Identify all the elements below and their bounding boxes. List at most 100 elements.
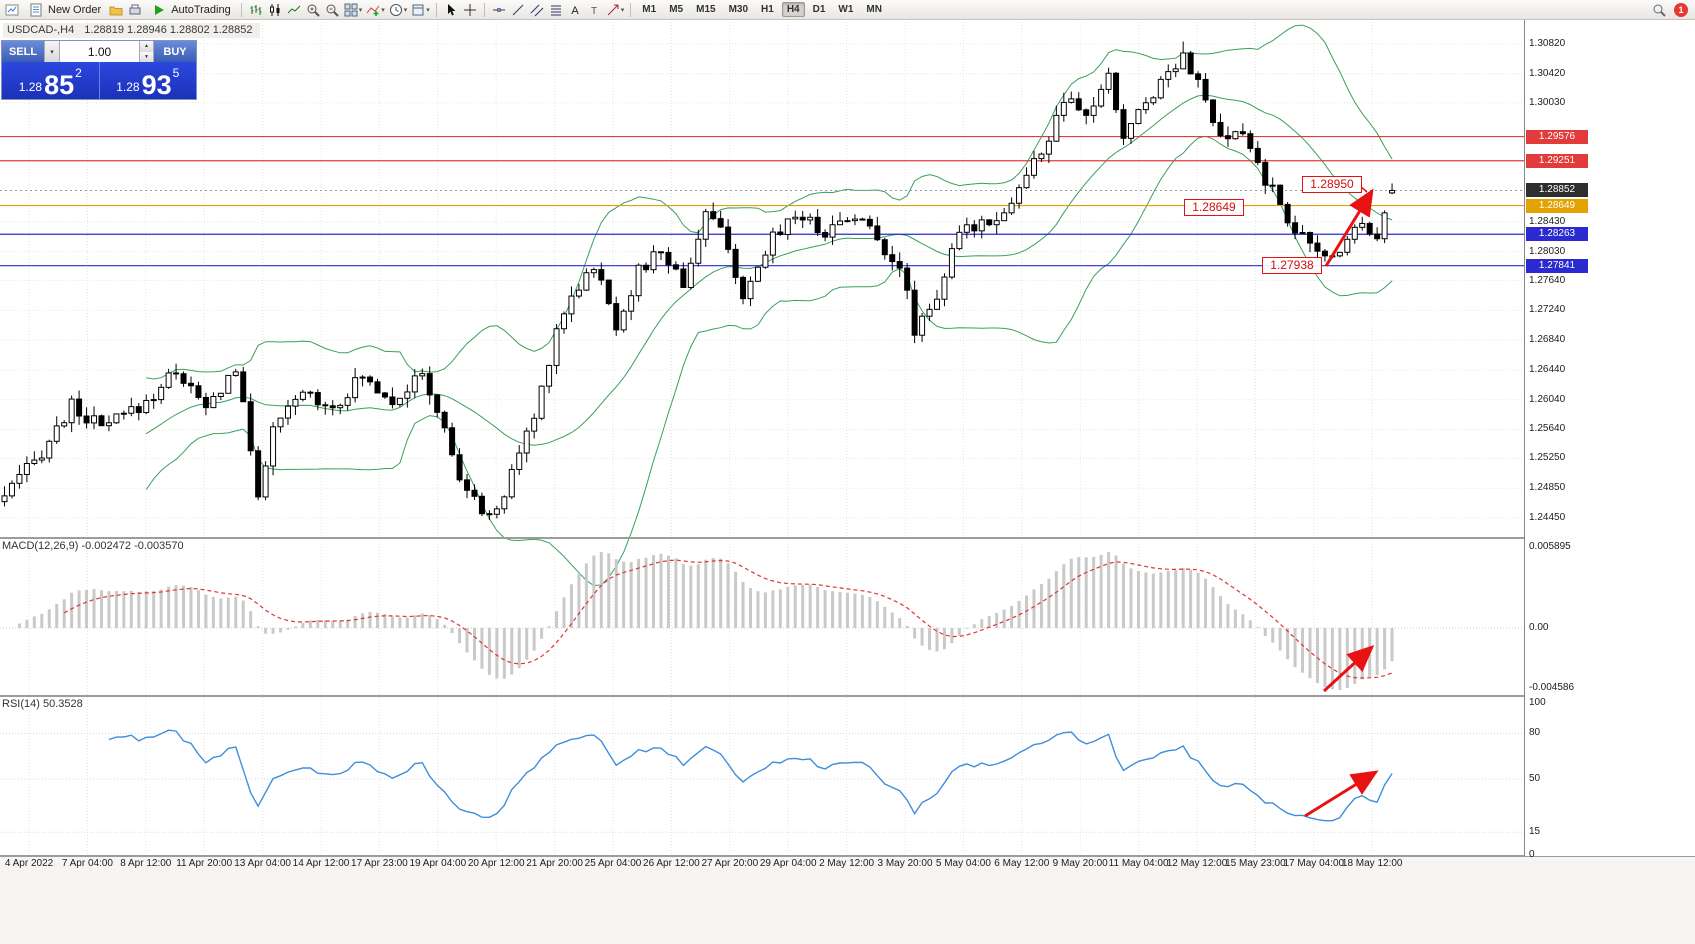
timeframe-mn[interactable]: MN	[866, 4, 882, 15]
templates-dropdown[interactable]: ▾	[426, 6, 430, 14]
indicators-icon[interactable]	[364, 2, 382, 18]
profiles-icon[interactable]	[107, 2, 125, 18]
price-axis-label: 1.28030	[1529, 245, 1566, 257]
time-axis-label: 9 May 20:00	[1052, 858, 1108, 869]
rsi-axis-label: 80	[1529, 727, 1541, 739]
price-axis-label: 1.30820	[1529, 37, 1566, 49]
time-axis-label: 27 Apr 20:00	[701, 858, 759, 869]
chart-title: USDCAD-,H4 1.28819 1.28946 1.28802 1.288…	[3, 23, 261, 38]
rsi-axis-label: 50	[1529, 773, 1541, 784]
time-axis-label: 6 May 12:00	[994, 858, 1050, 869]
buy-price-display[interactable]: 1.28 93 5	[100, 62, 197, 99]
periods-icon[interactable]	[387, 2, 405, 18]
new-order-button[interactable]: New Order	[22, 1, 106, 19]
panel-separator[interactable]	[0, 855, 1695, 857]
price-axis-label: 1.26440	[1529, 363, 1566, 375]
horizontal-line-icon[interactable]	[490, 2, 508, 18]
timeframe-w1[interactable]: W1	[838, 4, 854, 15]
time-axis-label: 17 May 04:00	[1283, 858, 1345, 869]
time-axis-label: 7 Apr 04:00	[61, 858, 113, 869]
timeframe-m1[interactable]: M1	[642, 4, 657, 15]
rsi-axis-label: 15	[1529, 826, 1541, 838]
autotrading-play-icon	[150, 2, 168, 18]
symbol-period-label: USDCAD-,H4	[7, 24, 75, 36]
cursor-icon[interactable]	[442, 2, 460, 18]
price-axis-label: 1.25250	[1529, 452, 1566, 464]
volume-input[interactable]: 1.00	[60, 41, 139, 62]
sell-price-display[interactable]: 1.28 85 2	[2, 62, 100, 99]
fibonacci-icon[interactable]	[547, 2, 565, 18]
indicators-dropdown[interactable]: ▾	[381, 6, 385, 14]
data-window-icon[interactable]	[126, 2, 144, 18]
panel-separator[interactable]	[0, 695, 1695, 697]
time-axis-label: 13 Apr 04:00	[234, 858, 291, 869]
macd-axis-label: -0.004586	[1529, 682, 1575, 693]
panel-separator[interactable]	[0, 537, 1695, 539]
candlestick-chart-icon[interactable]	[266, 2, 284, 18]
volume-up-icon[interactable]: ▲	[140, 41, 153, 52]
timeframe-m15[interactable]: M15	[696, 4, 716, 15]
buy-price-prefix: 1.28	[116, 80, 140, 94]
annotation-price-127938[interactable]: 1.27938	[1262, 257, 1322, 274]
bar-chart-icon[interactable]	[247, 2, 265, 18]
crosshair-icon[interactable]	[461, 2, 479, 18]
toolbar-separator	[483, 2, 485, 17]
text-tool-icon[interactable]: A	[566, 2, 584, 18]
autotrading-button[interactable]: AutoTrading	[145, 1, 236, 19]
toolbar-separator	[240, 2, 242, 17]
search-icon[interactable]	[1650, 2, 1668, 18]
price-axis-label: 1.24450	[1529, 512, 1566, 524]
one-click-trading-panel: SELL ▾ 1.00 ▲ ▼ BUY 1.28 85 2 1.28 93 5	[1, 40, 197, 100]
tile-windows-icon[interactable]	[342, 2, 360, 18]
line-chart-icon[interactable]	[285, 2, 303, 18]
price-axis-badge: 1.28649	[1526, 198, 1588, 213]
arrows-tool-icon[interactable]	[604, 2, 622, 18]
time-axis-label: 26 Apr 12:00	[643, 858, 700, 869]
timeframe-h4[interactable]: H4	[781, 2, 805, 17]
buy-price-big: 93	[141, 69, 172, 100]
templates-icon[interactable]	[409, 2, 427, 18]
time-axis-label: 11 May 04:00	[1108, 858, 1169, 869]
equidistant-channel-icon[interactable]	[528, 2, 546, 18]
svg-text:A: A	[571, 5, 579, 17]
price-axis-label: 1.30030	[1529, 96, 1566, 108]
time-axis-label: 14 Apr 12:00	[292, 858, 350, 869]
price-axis-badge: 1.27841	[1526, 258, 1588, 273]
tile-windows-dropdown[interactable]: ▾	[358, 6, 363, 14]
timeframe-d1[interactable]: D1	[812, 4, 826, 15]
timeframe-m5[interactable]: M5	[669, 4, 684, 15]
sell-button[interactable]: SELL	[2, 41, 44, 62]
macd-axis-label: 0.005895	[1529, 541, 1571, 552]
sell-price-sup: 2	[75, 66, 82, 80]
annotation-price-128649[interactable]: 1.28649	[1184, 199, 1244, 216]
rsi-axis-label: 0	[1529, 849, 1535, 860]
toolbar-separator	[435, 2, 437, 17]
zoom-in-icon[interactable]	[304, 2, 322, 18]
volume-down-icon[interactable]: ▼	[140, 51, 153, 62]
sell-price-prefix: 1.28	[18, 80, 43, 94]
toolbar: New Order AutoTrading ▾ ▾ ▾ ▾ A T ▾ M1 M…	[0, 0, 1695, 20]
price-axis-label: 1.27240	[1529, 304, 1566, 316]
rsi-axis-label: 100	[1529, 697, 1546, 708]
timeframe-m30[interactable]: M30	[728, 4, 749, 15]
price-axis-badge: 1.29576	[1526, 129, 1588, 144]
price-axis-label: 1.24850	[1529, 482, 1566, 494]
arrows-tool-dropdown[interactable]: ▾	[620, 6, 625, 14]
volume-stepper[interactable]: ▲ ▼	[139, 41, 154, 62]
time-axis-label: 5 May 04:00	[935, 858, 991, 869]
new-order-label: New Order	[48, 3, 102, 16]
toolbar-separator	[630, 2, 632, 17]
price-axis[interactable]	[1524, 20, 1695, 856]
timeframe-h1[interactable]: H1	[761, 4, 774, 15]
notification-badge[interactable]: 1	[1674, 2, 1688, 17]
volume-dropdown[interactable]: ▾	[44, 41, 60, 62]
trendline-icon[interactable]	[509, 2, 527, 18]
buy-button[interactable]: BUY	[154, 41, 196, 62]
text-label-icon[interactable]: T	[585, 2, 603, 18]
zoom-out-icon[interactable]	[323, 2, 341, 18]
new-chart-icon[interactable]	[3, 2, 21, 18]
annotation-price-128950[interactable]: 1.28950	[1302, 176, 1362, 193]
rsi-indicator-label: RSI(14) 50.3528	[2, 698, 83, 710]
periods-dropdown[interactable]: ▾	[403, 6, 408, 14]
